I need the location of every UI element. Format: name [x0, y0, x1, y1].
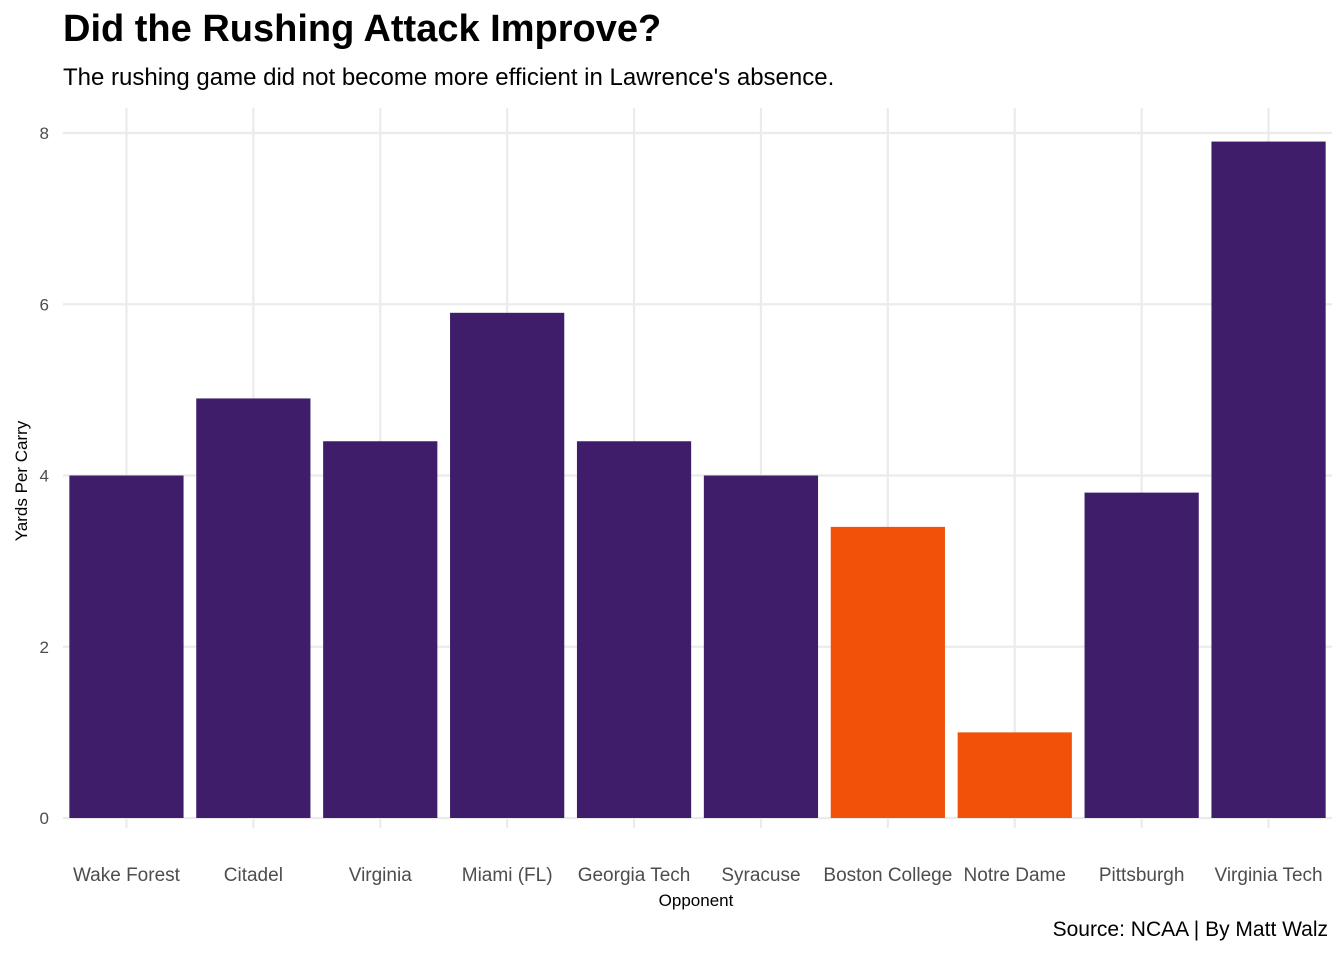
x-tick-label: Virginia Tech: [1215, 865, 1323, 886]
y-axis-ticks: 0 2 4 6 8: [40, 124, 49, 828]
x-tick-label: Virginia: [349, 865, 412, 886]
bar: [957, 732, 1072, 818]
x-axis-ticks: Wake Forest Citadel Virginia Miami (FL) Geor…: [73, 865, 1323, 886]
bar: [1084, 492, 1199, 818]
chart-title: Did the Rushing Attack Improve?: [63, 8, 662, 50]
bar: [450, 312, 565, 818]
y-tick-label: 6: [40, 295, 49, 314]
bar: [69, 475, 184, 818]
x-axis-title: Opponent: [659, 891, 734, 910]
bar: [196, 398, 311, 818]
x-tick-label: Syracuse: [721, 865, 800, 886]
y-tick-label: 2: [40, 638, 49, 657]
x-tick-label: Boston College: [823, 865, 952, 886]
chart-subtitle: The rushing game did not become more eff…: [63, 64, 835, 91]
x-tick-label: Pittsburgh: [1099, 865, 1185, 886]
bars: [69, 141, 1326, 818]
y-axis-title: Yards Per Carry: [12, 420, 31, 541]
bar: [830, 526, 945, 818]
y-tick-label: 8: [40, 124, 49, 143]
x-tick-label: Miami (FL): [462, 865, 553, 886]
x-tick-label: Wake Forest: [73, 865, 181, 886]
y-tick-label: 0: [40, 809, 49, 828]
chart-caption: Source: NCAA | By Matt Walz: [1052, 918, 1328, 941]
bar: [1211, 141, 1326, 818]
bar: [703, 475, 819, 818]
y-tick-label: 4: [40, 467, 49, 486]
bar: [323, 441, 438, 818]
x-tick-label: Citadel: [224, 865, 283, 886]
x-tick-label: Notre Dame: [964, 865, 1066, 886]
bar: [576, 441, 692, 818]
x-tick-label: Georgia Tech: [578, 865, 691, 886]
